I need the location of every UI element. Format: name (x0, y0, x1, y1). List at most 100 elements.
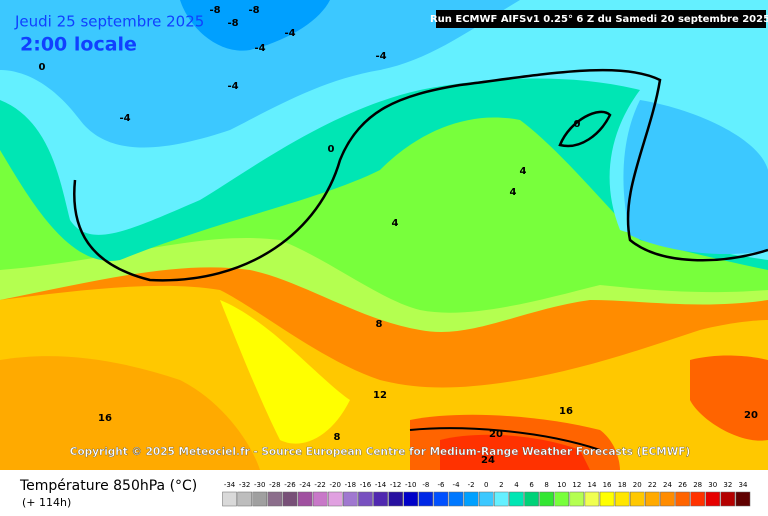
scale-swatch (403, 491, 419, 507)
contour-label: -4 (284, 28, 295, 39)
field-blue (0, 0, 520, 148)
scale-swatch (554, 491, 570, 507)
run-info: Run ECMWF AIFSv1 0.25° 6 Z du Samedi 20 … (430, 14, 768, 25)
isotherm-20 (409, 427, 601, 451)
field-east-red (690, 355, 768, 441)
footer-lead: (+ 114h) (22, 496, 71, 509)
scale-label: 32 (723, 481, 732, 489)
scale-swatch (448, 491, 464, 507)
scale-swatch (509, 491, 524, 507)
scale-label: -2 (468, 481, 475, 489)
scale-swatch (237, 491, 252, 507)
scale-label: 14 (587, 481, 596, 489)
scale-label: 24 (663, 481, 672, 489)
scale-label: 10 (557, 481, 566, 489)
scale-swatch (327, 491, 343, 507)
scale-swatch (478, 491, 494, 507)
scale-label: -20 (330, 481, 341, 489)
run-box (436, 10, 766, 28)
zero-isotherm (73, 68, 768, 282)
scale-swatch (614, 491, 630, 507)
scale-label: -4 (453, 481, 461, 489)
scale-label: -10 (405, 481, 416, 489)
field-pale (220, 300, 350, 444)
field-orange (0, 356, 260, 470)
contour-label: 4 (392, 218, 399, 229)
contour-label: -8 (227, 18, 238, 29)
scale-swatch (660, 491, 675, 507)
scale-swatch (539, 491, 554, 507)
contour-label: 16 (98, 413, 112, 424)
scale-label: 34 (738, 481, 747, 489)
field-cold (180, 0, 330, 51)
scale-swatch (584, 491, 600, 507)
scale-swatch (388, 491, 403, 507)
contour-label: -4 (254, 43, 265, 54)
scale-swatch (312, 491, 328, 507)
scale-label: 12 (572, 481, 581, 489)
scale-swatch (343, 491, 358, 507)
scale-label: 28 (693, 481, 702, 489)
contour-label: 20 (744, 410, 758, 421)
contour-label: -8 (248, 5, 259, 16)
scale-label: -24 (299, 481, 311, 489)
contour-label: 20 (489, 429, 503, 440)
contour-label: 12 (373, 390, 387, 401)
scale-label: 30 (708, 481, 717, 489)
scale-label: -6 (437, 481, 445, 489)
scale-label: 26 (678, 481, 687, 489)
scale-label: 16 (603, 481, 612, 489)
contour-label: 0 (39, 62, 46, 73)
scale-label: -30 (254, 481, 265, 489)
scale-swatch (690, 491, 705, 507)
scale-label: 0 (484, 481, 488, 489)
zero-isotherm-small (558, 110, 612, 148)
scale-swatch (373, 491, 388, 507)
contour-label: -8 (209, 5, 220, 16)
scale-swatch (433, 491, 449, 507)
scale-swatch (720, 491, 736, 507)
contour-label: 8 (334, 432, 341, 443)
scale-label: -32 (239, 481, 250, 489)
contour-label: 24 (481, 455, 495, 466)
contour-label: 4 (510, 187, 517, 198)
scale-swatch (629, 491, 645, 507)
scale-label: 20 (633, 481, 642, 489)
contour-label: 0 (574, 119, 581, 130)
footer-title: Température 850hPa (°C) (19, 478, 197, 494)
contour-label: 4 (520, 166, 527, 177)
scale-swatch (645, 491, 660, 507)
scale-label: -8 (422, 481, 429, 489)
contour-label: 16 (559, 406, 573, 417)
scale-label: -28 (269, 481, 280, 489)
scale-label: 4 (514, 481, 519, 489)
scale-swatch (675, 491, 690, 507)
scale-label: -34 (224, 481, 236, 489)
scale-swatch (418, 491, 434, 507)
scale-label: -16 (360, 481, 372, 489)
contour-label: 0 (328, 144, 335, 155)
scale-swatch (297, 491, 313, 507)
scale-swatch (735, 491, 751, 507)
contour-label: -4 (227, 81, 238, 92)
scale-swatch (358, 491, 373, 507)
scale-swatch (222, 491, 237, 507)
scale-swatch (267, 491, 283, 507)
scale-label: -12 (390, 481, 401, 489)
scale-label: 18 (618, 481, 627, 489)
scale-label: 8 (544, 481, 548, 489)
scale-swatch (494, 491, 509, 507)
date: Jeudi 25 septembre 2025 (14, 13, 204, 31)
scale-label: -22 (314, 481, 325, 489)
copyright: Copyright © 2025 Meteociel.fr - Source E… (70, 446, 691, 458)
field-east-blue (623, 100, 768, 255)
scale-swatch (282, 491, 298, 507)
scale-label: -14 (375, 481, 387, 489)
scale-swatch (705, 491, 721, 507)
scale-label: 22 (648, 481, 657, 489)
contour-label: -4 (375, 51, 386, 62)
scale-label: -18 (345, 481, 356, 489)
